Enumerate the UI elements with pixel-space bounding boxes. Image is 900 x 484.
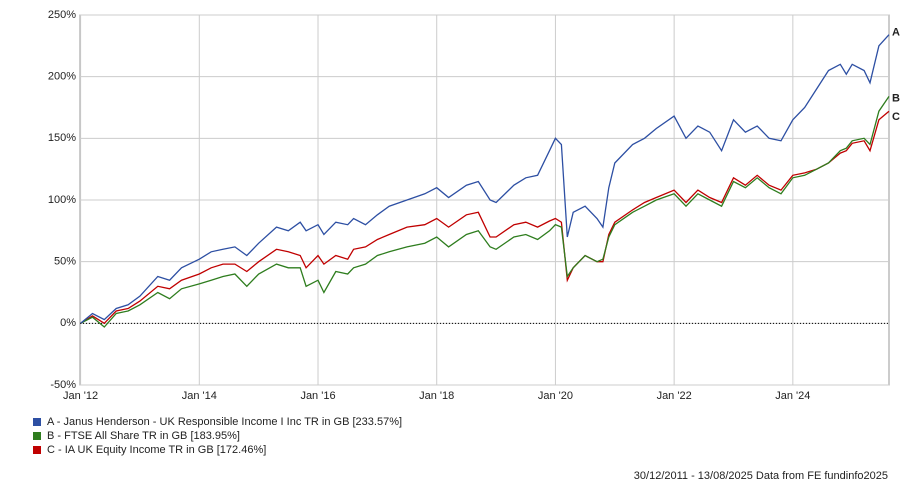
y-tick-label: 200% [48,71,76,83]
x-tick-label: Jan '18 [419,390,454,402]
legend-swatch [33,418,41,426]
legend-label: C - IA UK Equity Income TR in GB [172.46… [47,444,266,456]
y-tick-label: 50% [54,256,76,268]
end-tag: B [892,92,900,104]
x-tick-label: Jan '16 [300,390,335,402]
y-tick-label: -50% [50,379,76,391]
series-line [80,96,890,328]
legend-label: B - FTSE All Share TR in GB [183.95%] [47,430,240,442]
y-tick-label: 250% [48,9,76,21]
footnote: 30/12/2011 - 13/08/2025 Data from FE fun… [634,470,888,482]
x-tick-label: Jan '14 [182,390,217,402]
x-tick-label: Jan '20 [538,390,573,402]
legend-swatch [33,432,41,440]
y-tick-label: 0% [60,317,76,329]
y-tick-label: 150% [48,132,76,144]
x-tick-label: Jan '24 [775,390,810,402]
series-line [80,110,890,325]
x-tick-label: Jan '22 [657,390,692,402]
x-tick-label: Jan '12 [63,390,98,402]
end-tag: A [892,27,900,39]
legend-label: A - Janus Henderson - UK Responsible Inc… [47,416,402,428]
series-line [80,34,890,324]
end-tag: C [892,111,900,123]
y-tick-label: 100% [48,194,76,206]
legend-swatch [33,446,41,454]
